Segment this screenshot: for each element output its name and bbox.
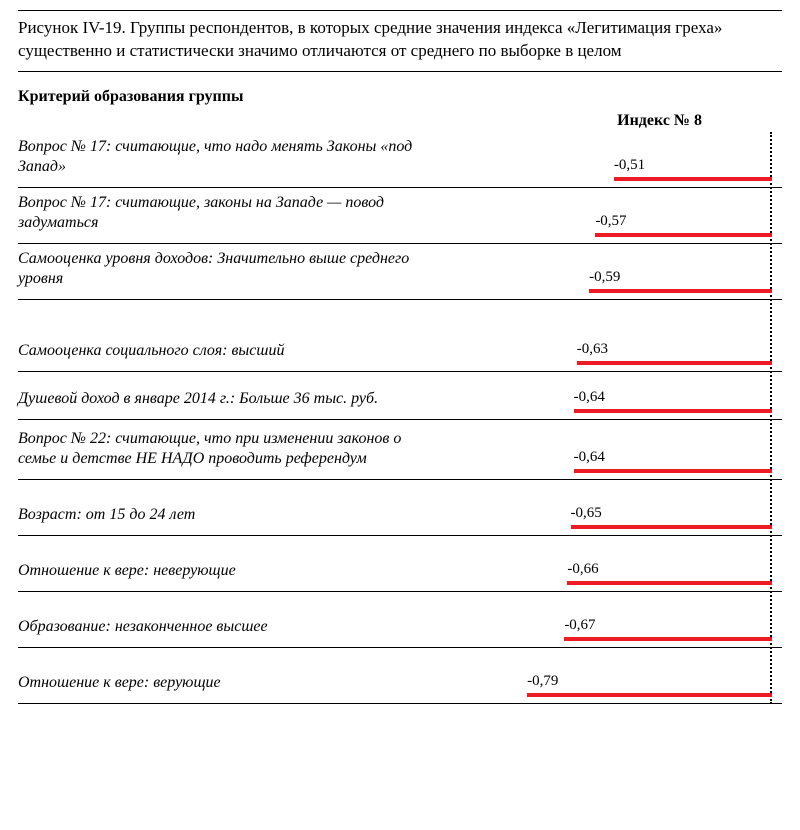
- bar: [527, 693, 772, 697]
- bar-container: -0,65: [571, 505, 773, 529]
- chart-row: Вопрос № 17: считающие, законы на Западе…: [18, 188, 782, 244]
- bar-value-label: -0,57: [595, 213, 772, 230]
- chart-row: Отношение к вере: неверующие -0,66: [18, 536, 782, 592]
- bar-container: -0,64: [574, 389, 772, 413]
- row-label: Возраст: от 15 до 24 лет: [18, 505, 195, 535]
- bar: [564, 637, 772, 641]
- figure-title: Рисунок IV-19. Группы респондентов, в ко…: [18, 10, 782, 72]
- chart-row: Вопрос № 22: считающие, что при изменени…: [18, 420, 782, 480]
- chart-row: Отношение к вере: верующие -0,79: [18, 648, 782, 704]
- chart-row: Самооценка социального слоя: высший -0,63: [18, 300, 782, 372]
- bar-container: -0,57: [595, 213, 772, 237]
- bar: [589, 289, 772, 293]
- bar: [571, 525, 773, 529]
- chart-row: Образование: незаконченное высшее -0,67: [18, 592, 782, 648]
- bar-value-label: -0,66: [567, 561, 772, 578]
- bar: [574, 409, 772, 413]
- chart-row: Душевой доход в январе 2014 г.: Больше 3…: [18, 372, 782, 420]
- chart-row: Самооценка уровня доходов: Значительно в…: [18, 244, 782, 300]
- bar-container: -0,79: [527, 673, 772, 697]
- row-label: Самооценка социального слоя: высший: [18, 341, 284, 371]
- y-axis-title: Критерий образования группы: [18, 88, 782, 106]
- bar-value-label: -0,67: [564, 617, 772, 634]
- chart-row: Вопрос № 17: считающие, что надо менять …: [18, 132, 782, 188]
- row-label: Душевой доход в январе 2014 г.: Больше 3…: [18, 389, 378, 419]
- bar: [567, 581, 772, 585]
- bar-value-label: -0,59: [589, 269, 772, 286]
- bar-value-label: -0,64: [574, 389, 772, 406]
- bar-container: -0,66: [567, 561, 772, 585]
- row-label: Образование: незаконченное высшее: [18, 617, 268, 647]
- bar-container: -0,51: [614, 157, 772, 181]
- row-label: Отношение к вере: верующие: [18, 673, 221, 703]
- bar: [574, 469, 772, 473]
- bar-value-label: -0,51: [614, 157, 772, 174]
- row-label: Вопрос № 17: считающие, что надо менять …: [18, 137, 438, 187]
- bar-container: -0,67: [564, 617, 772, 641]
- bar-container: -0,63: [577, 341, 772, 365]
- bar-value-label: -0,64: [574, 449, 772, 466]
- index-label: Индекс № 8: [18, 112, 782, 130]
- row-label: Самооценка уровня доходов: Значительно в…: [18, 249, 438, 299]
- bar-value-label: -0,63: [577, 341, 772, 358]
- bar-container: -0,64: [574, 449, 772, 473]
- bar-container: -0,59: [589, 269, 772, 293]
- row-label: Вопрос № 22: считающие, что при изменени…: [18, 429, 438, 479]
- bar: [577, 361, 772, 365]
- bar-value-label: -0,79: [527, 673, 772, 690]
- bar-chart: Вопрос № 17: считающие, что надо менять …: [18, 132, 782, 704]
- row-label: Вопрос № 17: считающие, законы на Западе…: [18, 193, 438, 243]
- row-label: Отношение к вере: неверующие: [18, 561, 236, 591]
- bar-value-label: -0,65: [571, 505, 773, 522]
- bar: [614, 177, 772, 181]
- bar: [595, 233, 772, 237]
- chart-row: Возраст: от 15 до 24 лет -0,65: [18, 480, 782, 536]
